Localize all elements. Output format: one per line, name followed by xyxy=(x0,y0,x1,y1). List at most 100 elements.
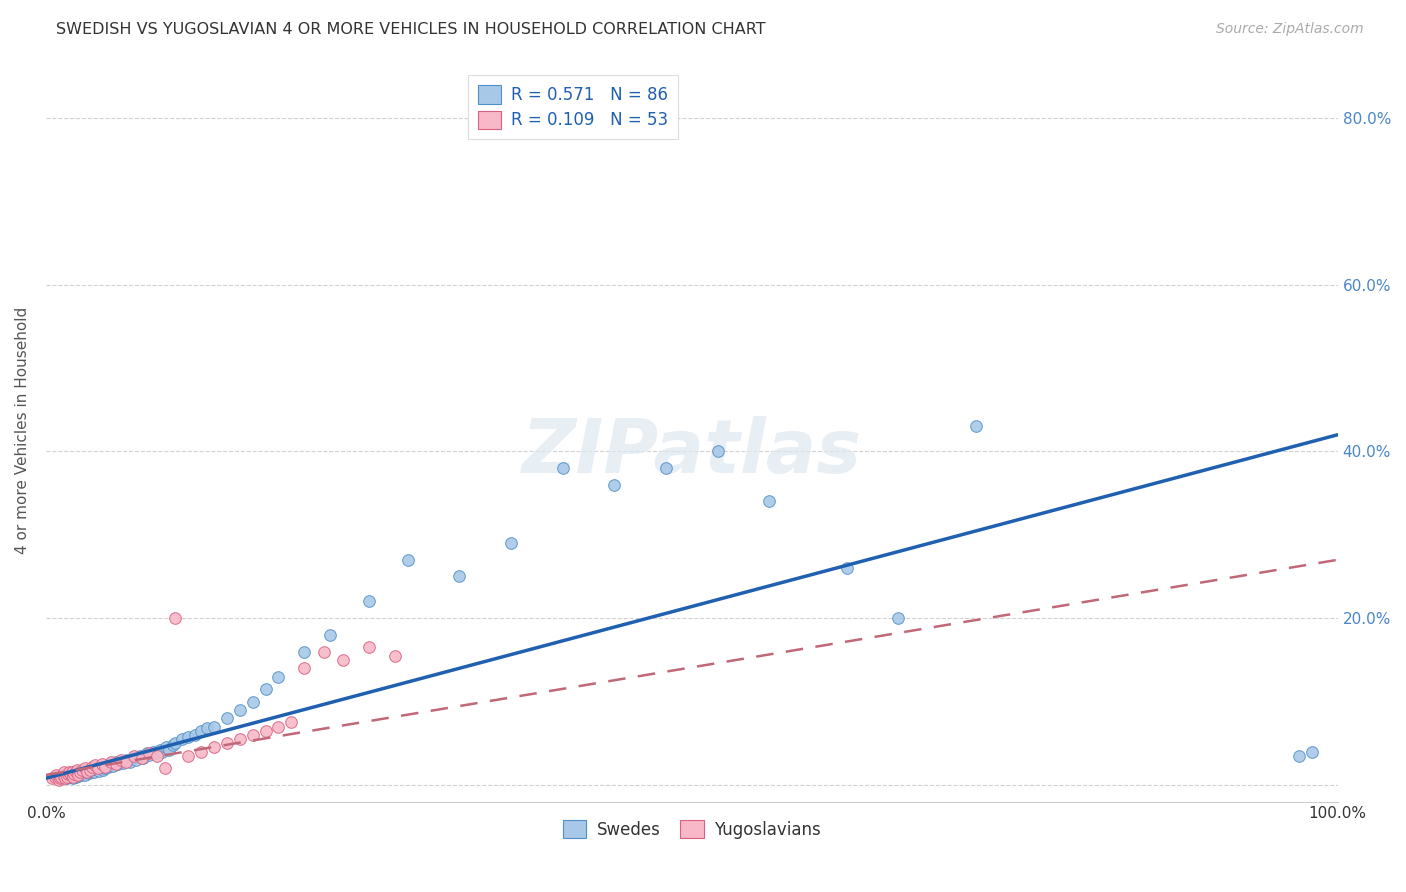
Point xyxy=(384,648,406,663)
Point xyxy=(48,772,70,787)
Point xyxy=(91,763,114,777)
Point xyxy=(53,771,76,785)
Point xyxy=(110,753,132,767)
Point xyxy=(706,444,728,458)
Point xyxy=(90,757,112,772)
Point xyxy=(56,767,79,781)
Point xyxy=(131,751,153,765)
Point xyxy=(122,751,145,765)
Point xyxy=(396,553,419,567)
Point xyxy=(84,758,107,772)
Point xyxy=(69,765,91,780)
Point xyxy=(55,771,77,785)
Point xyxy=(177,748,200,763)
Point xyxy=(69,766,91,780)
Point xyxy=(142,745,165,759)
Point xyxy=(44,770,66,784)
Point xyxy=(77,766,100,780)
Text: Source: ZipAtlas.com: Source: ZipAtlas.com xyxy=(1216,22,1364,37)
Point xyxy=(89,759,111,773)
Point xyxy=(319,628,342,642)
Point xyxy=(1288,748,1310,763)
Point xyxy=(267,669,290,683)
Point xyxy=(97,760,120,774)
Text: ZIPatlas: ZIPatlas xyxy=(522,417,862,490)
Point xyxy=(93,759,115,773)
Point xyxy=(125,753,148,767)
Point xyxy=(112,756,135,771)
Point xyxy=(170,732,193,747)
Point xyxy=(58,764,80,779)
Point xyxy=(115,755,138,769)
Point xyxy=(48,770,70,784)
Point xyxy=(45,768,67,782)
Point xyxy=(66,767,89,781)
Point xyxy=(150,745,173,759)
Point xyxy=(146,748,169,763)
Point xyxy=(51,771,73,785)
Point xyxy=(122,748,145,763)
Point xyxy=(73,761,96,775)
Point xyxy=(887,611,910,625)
Point xyxy=(100,755,122,769)
Point xyxy=(312,644,335,658)
Point xyxy=(162,738,184,752)
Point xyxy=(56,770,79,784)
Point xyxy=(70,765,93,780)
Point xyxy=(165,736,187,750)
Point xyxy=(53,770,76,784)
Point xyxy=(79,764,101,779)
Point xyxy=(49,771,72,785)
Point xyxy=(62,770,84,784)
Point xyxy=(101,758,124,772)
Point xyxy=(449,569,471,583)
Point xyxy=(59,771,82,785)
Point xyxy=(499,536,522,550)
Point xyxy=(83,764,105,779)
Point xyxy=(76,763,98,777)
Point xyxy=(655,461,678,475)
Point xyxy=(67,768,90,782)
Point xyxy=(107,757,129,772)
Point xyxy=(292,644,315,658)
Point xyxy=(758,494,780,508)
Point xyxy=(357,594,380,608)
Point xyxy=(129,748,152,763)
Point xyxy=(835,561,858,575)
Point xyxy=(60,765,83,780)
Point xyxy=(332,653,354,667)
Point xyxy=(67,769,90,783)
Point xyxy=(149,743,172,757)
Point xyxy=(63,767,86,781)
Point xyxy=(75,765,97,780)
Point xyxy=(53,765,76,780)
Point xyxy=(84,762,107,776)
Point xyxy=(82,763,104,777)
Point xyxy=(118,755,141,769)
Point xyxy=(215,711,238,725)
Point xyxy=(104,756,127,770)
Point xyxy=(60,770,83,784)
Point xyxy=(280,715,302,730)
Point xyxy=(73,768,96,782)
Point xyxy=(82,760,104,774)
Point xyxy=(1301,745,1323,759)
Point xyxy=(58,768,80,782)
Point xyxy=(86,761,108,775)
Point xyxy=(70,768,93,782)
Point xyxy=(104,757,127,772)
Point xyxy=(138,747,160,762)
Point xyxy=(603,477,626,491)
Point xyxy=(254,681,277,696)
Point xyxy=(65,764,87,779)
Legend: Swedes, Yugoslavians: Swedes, Yugoslavians xyxy=(557,814,827,846)
Point xyxy=(115,753,138,767)
Point xyxy=(551,461,574,475)
Point xyxy=(59,768,82,782)
Point xyxy=(41,771,63,785)
Point xyxy=(177,730,200,744)
Point xyxy=(242,728,264,742)
Point xyxy=(55,770,77,784)
Point xyxy=(153,761,176,775)
Point xyxy=(242,694,264,708)
